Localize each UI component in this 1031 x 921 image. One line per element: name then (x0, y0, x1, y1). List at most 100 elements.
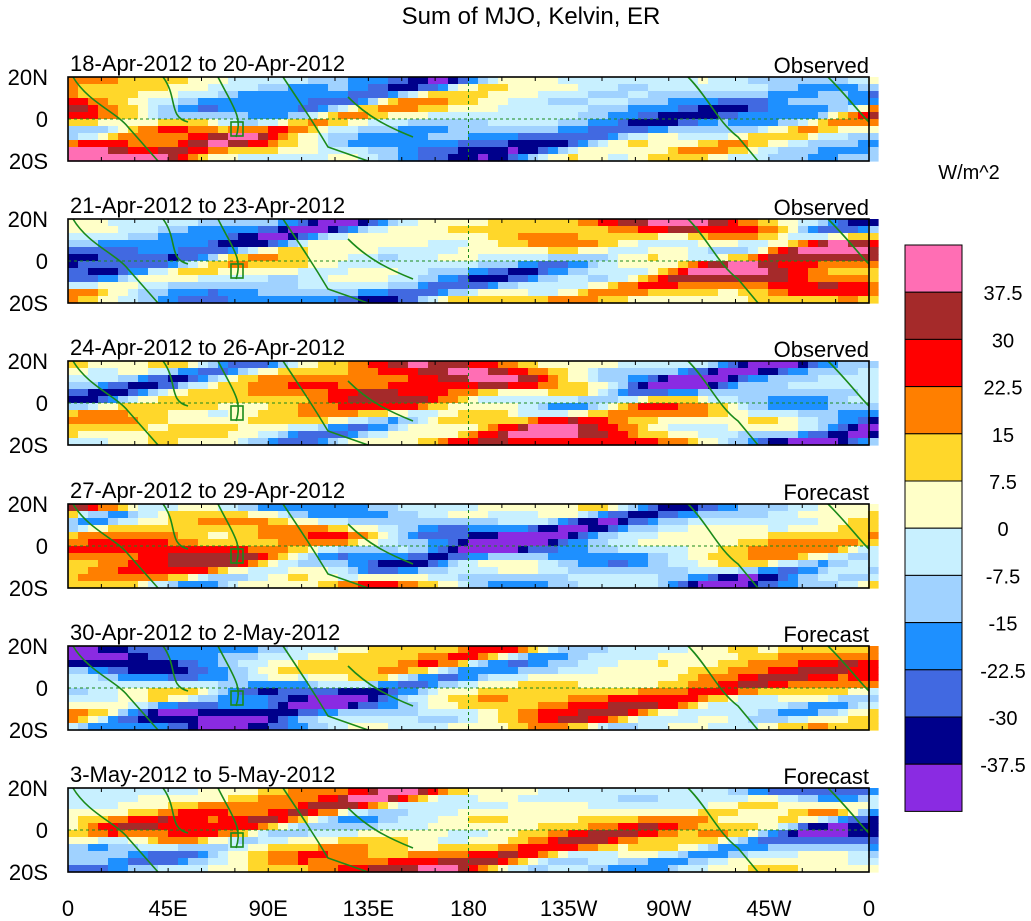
field-cell (98, 289, 109, 297)
field-cell (308, 375, 319, 383)
field-cell (338, 709, 349, 717)
field-cell (208, 660, 219, 668)
field-cell (278, 567, 289, 575)
field-cell (428, 91, 439, 99)
field-cell (838, 424, 849, 432)
field-cell (598, 77, 609, 85)
field-cell (338, 567, 349, 575)
field-cell (218, 91, 229, 99)
field-cell (88, 361, 99, 369)
field-cell (378, 560, 389, 568)
field-cell (588, 553, 599, 561)
field-cell (108, 695, 119, 703)
field-cell (248, 403, 259, 411)
field-cell (238, 653, 249, 661)
field-cell (358, 646, 369, 654)
field-cell (648, 361, 659, 369)
field-cell (348, 553, 359, 561)
field-cell (688, 77, 699, 85)
field-cell (398, 105, 409, 113)
field-cell (258, 695, 269, 703)
field-cell (368, 375, 379, 383)
field-cell (858, 581, 869, 589)
field-cell (68, 688, 79, 696)
field-cell (818, 226, 829, 234)
field-cell (138, 254, 149, 262)
field-cell (558, 702, 569, 710)
field-cell (728, 702, 739, 710)
field-cell (98, 546, 109, 554)
field-cell (218, 98, 229, 106)
field-cell (778, 112, 789, 120)
field-cell (98, 105, 109, 113)
field-cell (228, 539, 239, 547)
field-cell (738, 226, 749, 234)
field-cell (638, 91, 649, 99)
field-cell (218, 105, 229, 113)
field-cell (378, 368, 389, 376)
field-cell (788, 226, 799, 234)
latitude-label: 20S (9, 433, 48, 458)
field-cell (868, 674, 879, 682)
field-cell (178, 653, 189, 661)
field-cell (678, 91, 689, 99)
field-cell (628, 532, 639, 540)
field-cell (398, 431, 409, 439)
field-cell (208, 140, 219, 148)
field-cell (408, 681, 419, 689)
field-cell (478, 567, 489, 575)
field-cell (128, 567, 139, 575)
field-cell (408, 553, 419, 561)
field-cell (528, 403, 539, 411)
field-cell (108, 133, 119, 141)
field-cell (508, 567, 519, 575)
field-cell (188, 219, 199, 227)
field-cell (218, 147, 229, 155)
field-cell (208, 98, 219, 106)
field-cell (808, 431, 819, 439)
field-cell (688, 84, 699, 92)
field-cell (388, 574, 399, 582)
field-cell (748, 560, 759, 568)
field-cell (268, 296, 279, 304)
field-cell (468, 361, 479, 369)
field-cell (308, 296, 319, 304)
field-cell (718, 77, 729, 85)
field-cell (88, 702, 99, 710)
field-cell (328, 581, 339, 589)
field-cell (318, 77, 329, 85)
field-cell (678, 261, 689, 269)
field-cell (848, 403, 859, 411)
field-cell (168, 254, 179, 262)
field-cell (798, 233, 809, 241)
field-cell (838, 275, 849, 283)
field-cell (848, 546, 859, 554)
field-cell (318, 581, 329, 589)
field-cell (638, 233, 649, 241)
field-cell (858, 84, 869, 92)
field-cell (748, 147, 759, 155)
field-cell (548, 154, 559, 162)
field-cell (608, 296, 619, 304)
field-cell (178, 504, 189, 512)
field-cell (708, 382, 719, 390)
field-cell (638, 268, 649, 276)
field-cell (248, 539, 259, 547)
field-cell (248, 233, 259, 241)
field-cell (88, 233, 99, 241)
field-cell (478, 84, 489, 92)
field-cell (748, 296, 759, 304)
field-cell (498, 646, 509, 654)
field-cell (558, 688, 569, 696)
field-cell (278, 518, 289, 526)
field-cell (208, 219, 219, 227)
field-cell (68, 361, 79, 369)
field-cell (78, 702, 89, 710)
field-cell (688, 560, 699, 568)
field-cell (568, 147, 579, 155)
field-cell (358, 417, 369, 425)
field-cell (298, 282, 309, 290)
field-cell (328, 660, 339, 668)
field-cell (218, 702, 229, 710)
field-cell (868, 247, 879, 255)
